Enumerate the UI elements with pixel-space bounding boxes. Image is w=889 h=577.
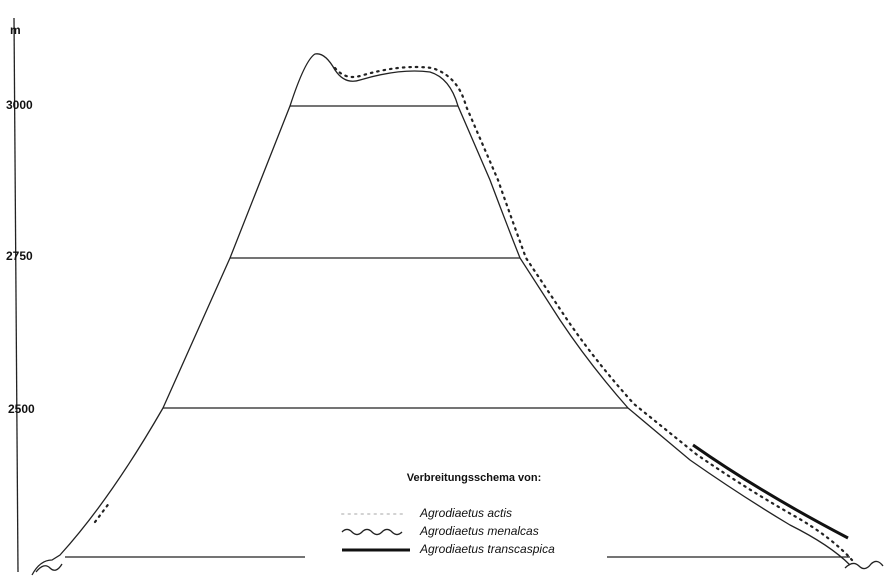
axis-unit: m <box>10 23 21 37</box>
actis-range <box>93 500 112 524</box>
legend-entry: Agrodiaetus menalcas <box>419 524 539 538</box>
ground-wave <box>35 563 63 573</box>
ground-wave <box>844 560 884 570</box>
legend-entry: Agrodiaetus actis <box>419 506 512 520</box>
tick-label: 3000 <box>6 98 33 112</box>
mountain-profile <box>31 53 851 576</box>
altitude-axis <box>13 17 19 573</box>
tick-label: 2500 <box>8 402 35 416</box>
legend-symbol <box>341 528 403 536</box>
legend-entry: Agrodiaetus transcaspica <box>419 542 555 556</box>
transcaspica-range <box>692 443 849 540</box>
legend-title: Verbreitungsschema von: <box>407 472 542 484</box>
actis-range <box>333 65 854 562</box>
tick-label: 2750 <box>6 249 33 263</box>
